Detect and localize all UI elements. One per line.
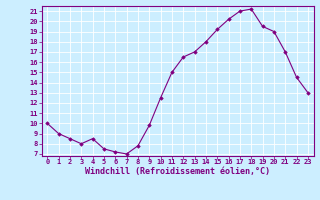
X-axis label: Windchill (Refroidissement éolien,°C): Windchill (Refroidissement éolien,°C) <box>85 167 270 176</box>
